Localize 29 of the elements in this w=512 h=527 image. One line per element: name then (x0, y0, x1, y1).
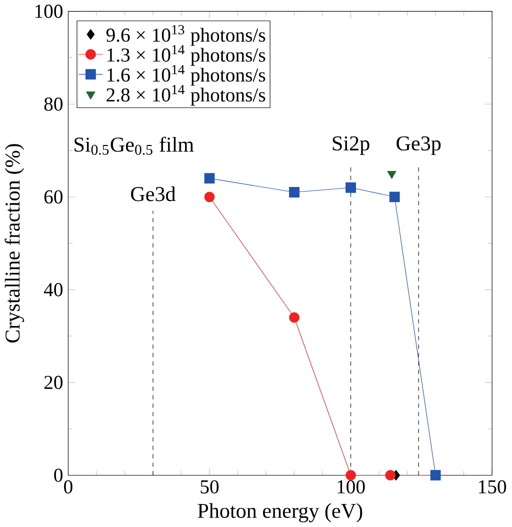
y-tick-label: 0 (54, 468, 63, 482)
point (289, 187, 300, 198)
legend-label: 1.6 × 10$^{14}$ photons/s (108, 65, 266, 86)
point (204, 173, 215, 184)
x-tick-label: 0 (64, 480, 73, 494)
legend-label: 2.8 × 10$^{14}$ photons/s (106, 84, 266, 106)
legend-label: 1.3 × 10$^{14}$ photons/s (108, 45, 266, 66)
point (204, 192, 215, 202)
point (289, 312, 300, 323)
ref-line-label: Si2p (333, 136, 370, 155)
ref-line-label: Ge3d (131, 186, 176, 202)
y-tick-label: 40 (44, 283, 63, 296)
ref-line-label: Ge3p (396, 136, 441, 155)
point (346, 470, 356, 480)
point (385, 470, 396, 480)
point (390, 192, 400, 202)
y-axis-title: Crystalline fraction (%) (4, 144, 24, 343)
point (387, 170, 397, 179)
annotation: Si$_{0.5}$Ge$_{0.5}$ film (74, 136, 194, 155)
point (346, 182, 356, 193)
legend-label: 9.6 × 10$^{13}$ photons/s (106, 25, 266, 46)
x-tick-label: 150 (479, 480, 506, 494)
x-tick-label: 100 (338, 480, 366, 494)
y-tick-label: 60 (44, 190, 63, 204)
x-tick-label: 50 (201, 480, 219, 494)
y-tick-label: 100 (36, 4, 63, 18)
y-tick-label: 80 (44, 97, 63, 111)
y-tick-label: 20 (44, 376, 63, 390)
x-axis-title: Photon energy (eV) (198, 503, 362, 522)
